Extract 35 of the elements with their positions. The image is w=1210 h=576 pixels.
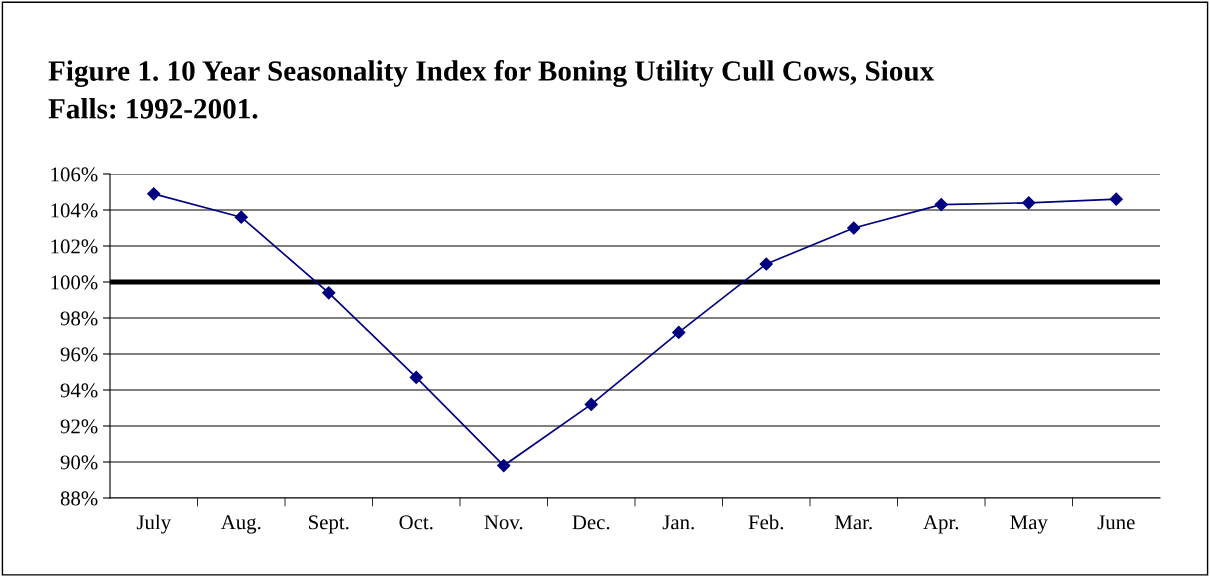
y-tick-label: 88% (60, 491, 98, 506)
x-tick-label: Mar. (834, 515, 872, 530)
point (759, 257, 773, 271)
point (934, 198, 948, 212)
x-tick-label: June (1097, 515, 1135, 530)
x-tick-label: Apr. (923, 515, 959, 534)
point (147, 187, 161, 201)
y-tick-label: 96% (60, 347, 98, 362)
y-tick-label: 92% (60, 419, 98, 434)
point (1022, 196, 1036, 210)
x-tick-label: Oct. (399, 515, 433, 530)
y-tick-label: 106% (51, 167, 98, 182)
y-tick-label: 100% (51, 275, 98, 290)
point (672, 325, 686, 339)
point (847, 221, 861, 235)
x-tick-label: Aug. (220, 515, 261, 534)
x-tick-label: July (136, 514, 172, 534)
x-tick-label: Nov. (484, 515, 523, 530)
x-tick-label: May (1010, 515, 1048, 534)
chart-title: Figure 1. 10 Year Seasonality Index for Boning Utility Cull Cows, Sioux Falls: 1992-2001. (48, 60, 935, 119)
y-tick-label: 98% (60, 311, 98, 326)
x-tick-label: Jan. (662, 515, 694, 530)
point (497, 459, 511, 473)
y-tick-label: 104% (51, 203, 98, 218)
x-tick-label: Feb. (748, 514, 784, 530)
point (584, 397, 598, 411)
point (234, 210, 248, 224)
point (322, 286, 336, 300)
x-tick-label: Dec. (572, 515, 610, 530)
point (1109, 192, 1123, 206)
y-tick-label: 90% (60, 455, 98, 470)
point (409, 370, 423, 384)
y-tick-label: 102% (51, 239, 98, 254)
x-tick-label: Sept. (309, 515, 349, 534)
y-tick-label: 94% (60, 383, 98, 398)
